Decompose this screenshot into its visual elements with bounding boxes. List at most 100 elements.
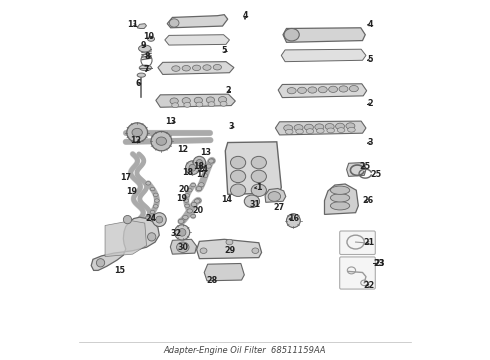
Ellipse shape [329,86,338,93]
Polygon shape [105,221,147,257]
Ellipse shape [139,45,151,52]
Ellipse shape [251,156,267,169]
Ellipse shape [185,194,190,197]
Ellipse shape [97,258,105,267]
Text: 30: 30 [178,243,189,252]
Text: 19: 19 [176,194,188,203]
Ellipse shape [213,64,221,70]
Text: 25: 25 [371,170,382,179]
Ellipse shape [189,164,196,171]
Ellipse shape [336,123,344,129]
Ellipse shape [287,87,296,94]
Ellipse shape [268,192,281,201]
Polygon shape [278,84,367,98]
Ellipse shape [147,233,156,241]
Ellipse shape [251,184,267,197]
Polygon shape [167,15,228,28]
Ellipse shape [182,66,191,71]
Ellipse shape [123,215,132,224]
Polygon shape [281,49,366,62]
Ellipse shape [308,87,317,93]
Text: 7: 7 [144,66,149,75]
Text: Adapter-Engine Oil Filter  68511159AA: Adapter-Engine Oil Filter 68511159AA [164,346,326,355]
Ellipse shape [183,215,188,220]
Text: 10: 10 [143,32,154,41]
Ellipse shape [219,96,227,103]
Text: 2: 2 [368,99,373,108]
Ellipse shape [156,216,163,223]
Text: 26: 26 [362,196,373,205]
Ellipse shape [296,129,303,134]
Text: 15: 15 [114,266,125,275]
Ellipse shape [151,131,171,151]
Text: 5: 5 [221,46,227,55]
Text: 4: 4 [368,20,373,29]
Ellipse shape [132,129,143,137]
Ellipse shape [174,225,190,240]
Ellipse shape [346,123,355,129]
Ellipse shape [150,210,155,214]
Ellipse shape [325,123,334,130]
Text: 18: 18 [182,168,194,177]
Ellipse shape [230,184,245,197]
Polygon shape [158,62,234,75]
Text: 31: 31 [250,200,261,209]
Ellipse shape [286,129,293,134]
Ellipse shape [330,202,350,210]
Ellipse shape [193,65,201,71]
Ellipse shape [297,87,307,94]
Ellipse shape [200,248,207,253]
Text: 14: 14 [221,195,233,204]
Text: 21: 21 [363,238,374,247]
Ellipse shape [339,86,348,92]
Text: 6: 6 [135,78,141,87]
Ellipse shape [198,183,204,187]
Ellipse shape [208,159,214,163]
Ellipse shape [146,181,150,185]
Polygon shape [171,239,196,254]
Text: 29: 29 [224,246,235,255]
Text: 27: 27 [273,203,284,212]
Ellipse shape [337,128,345,132]
Text: 13: 13 [165,117,176,126]
Ellipse shape [284,125,293,131]
Ellipse shape [306,129,314,134]
Ellipse shape [191,215,196,218]
Ellipse shape [176,242,189,252]
FancyBboxPatch shape [340,257,375,289]
Ellipse shape [251,170,267,183]
Ellipse shape [330,186,350,194]
Ellipse shape [220,102,227,106]
Ellipse shape [327,128,335,133]
Ellipse shape [187,209,192,213]
Polygon shape [204,264,245,281]
Ellipse shape [196,159,202,166]
Text: 22: 22 [363,281,374,290]
Ellipse shape [226,239,233,245]
Text: 23: 23 [373,259,385,268]
Ellipse shape [206,97,215,103]
Ellipse shape [196,186,202,191]
Ellipse shape [284,28,299,41]
Ellipse shape [178,219,184,224]
Text: 12: 12 [130,136,142,145]
Text: 19: 19 [126,188,137,197]
Ellipse shape [318,86,327,93]
Ellipse shape [185,204,190,207]
Ellipse shape [208,102,215,107]
Ellipse shape [347,127,355,132]
Polygon shape [225,142,281,194]
Text: 20: 20 [193,207,204,215]
Ellipse shape [349,86,358,92]
Text: 13: 13 [200,148,211,157]
Ellipse shape [245,195,260,207]
Ellipse shape [294,125,303,131]
Ellipse shape [146,216,150,220]
Text: 3: 3 [368,138,373,147]
Text: 4: 4 [242,11,248,20]
Ellipse shape [230,156,245,169]
Ellipse shape [170,98,178,104]
Ellipse shape [206,164,211,168]
Text: 20: 20 [178,185,189,194]
Text: 28: 28 [207,276,218,285]
